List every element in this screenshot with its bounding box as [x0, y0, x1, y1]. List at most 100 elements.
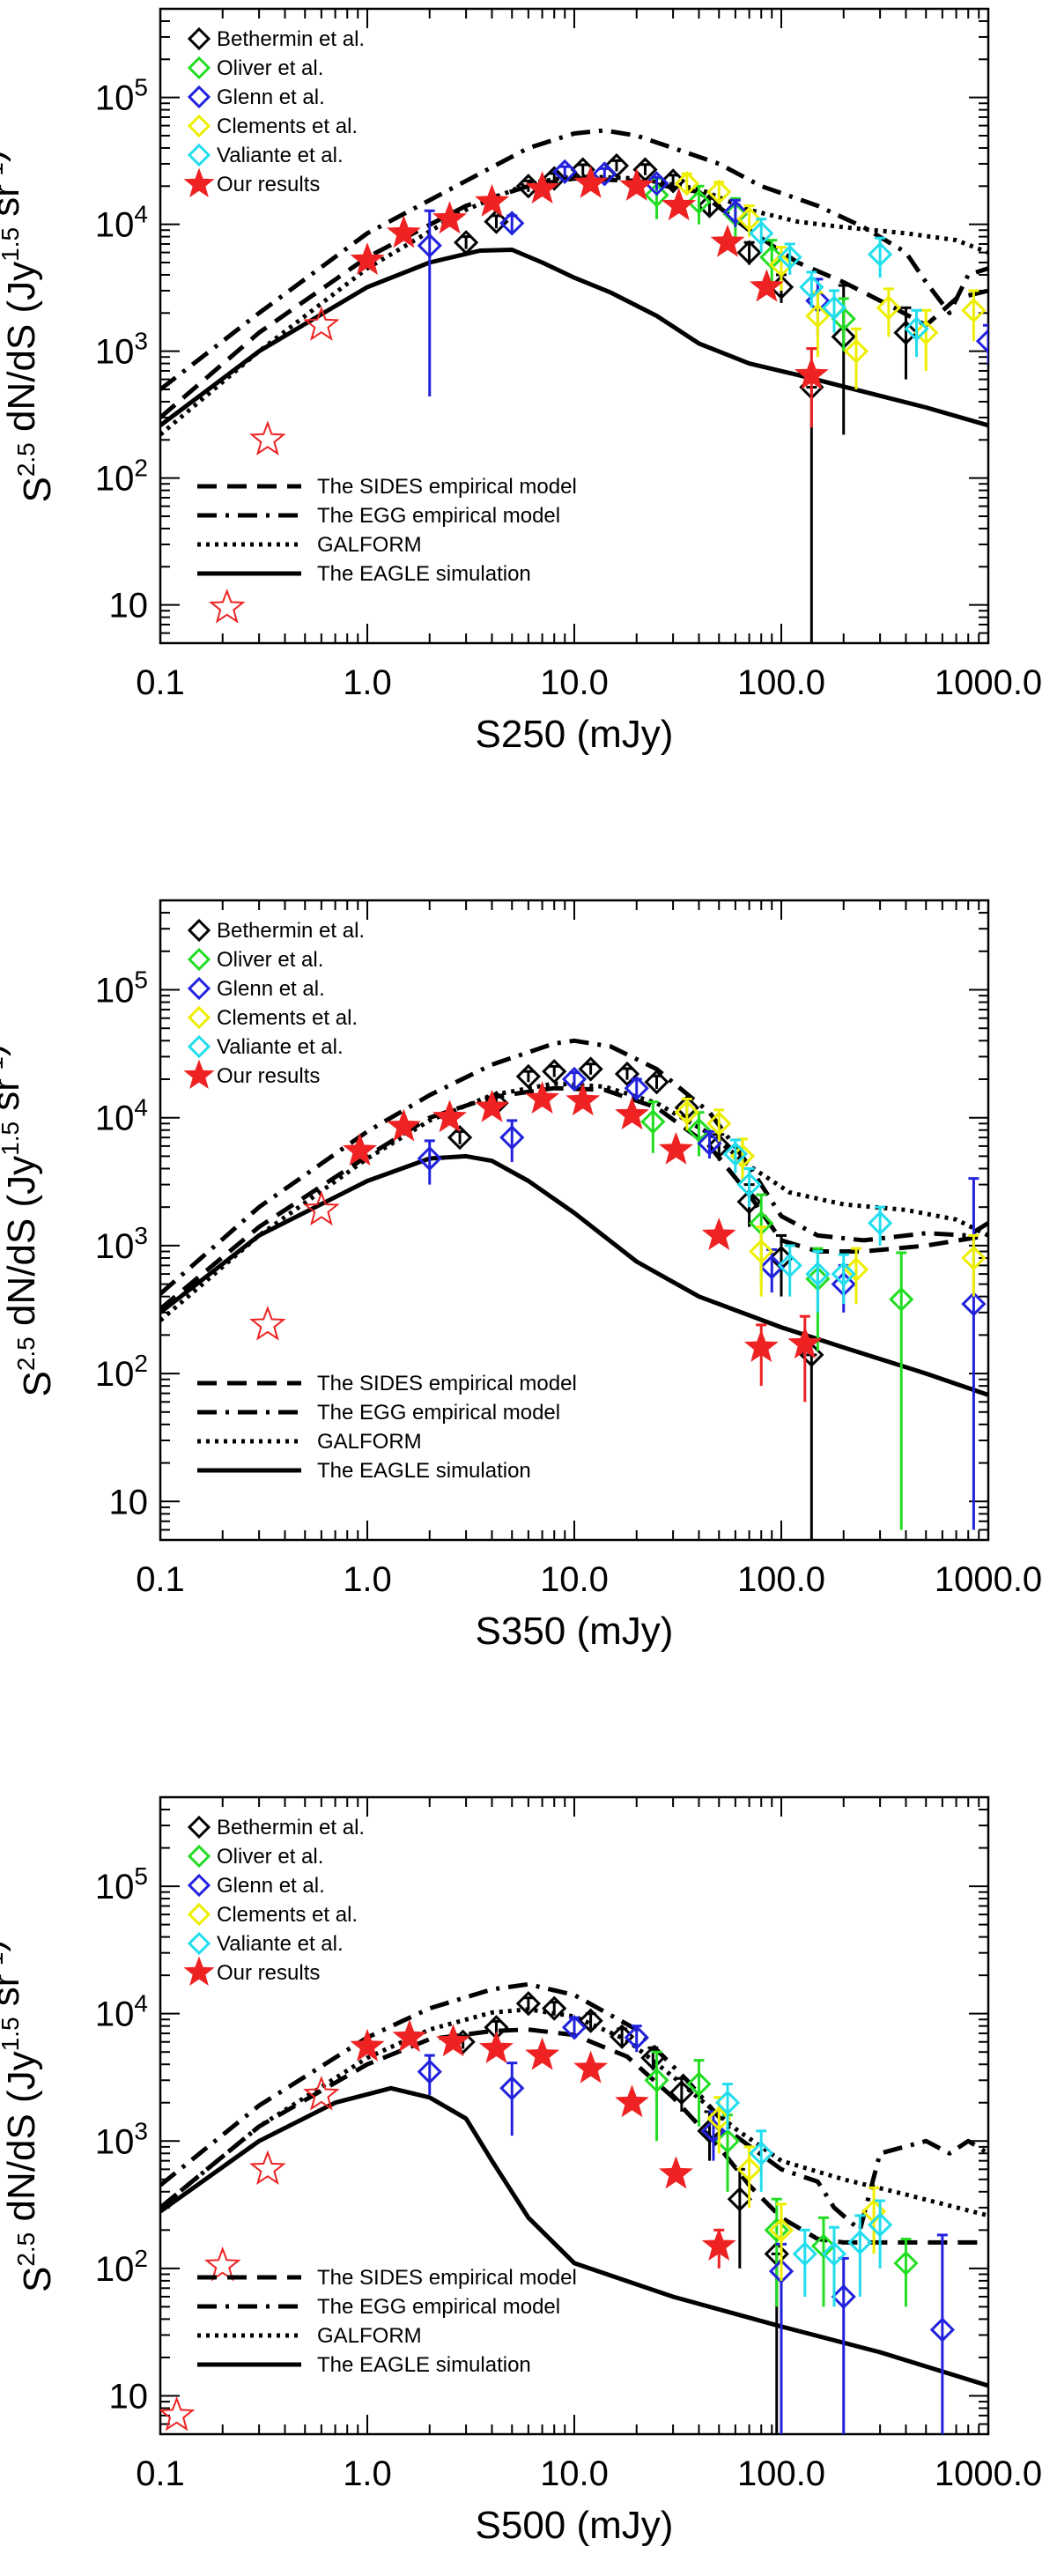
- legend-marker: [183, 167, 215, 197]
- our-results-point: [432, 201, 467, 234]
- glenn-et-al-point: [417, 2059, 442, 2084]
- chart-panel-3: 0.1 1.0 10.0 100.0 1000.0 10 102 103 104 105 S500 …: [0, 1795, 1042, 2547]
- valiante-et-al-point: [722, 1141, 748, 1167]
- glenn-et-al-point: [561, 2015, 588, 2040]
- x-tick-label: 10.0: [540, 1560, 609, 1599]
- y-axis-label: S2.5 dN/dS (Jy1.5 sr-1): [0, 1939, 59, 2292]
- glenn-et-al-point: [759, 1255, 785, 1280]
- glenn-et-al-point: [624, 1076, 649, 1101]
- legend-marker: [187, 114, 211, 138]
- bethermin-et-al-point: [603, 152, 630, 179]
- glenn-et-al-point: [561, 1066, 588, 1092]
- x-tick-label: 100.0: [737, 2454, 825, 2493]
- glenn-et-al-point: [961, 1291, 987, 1317]
- y-tick-label: 102: [95, 1350, 148, 1394]
- our-results-point: [525, 1081, 560, 1114]
- oliver-et-al-point: [644, 182, 669, 208]
- our-results-point: [392, 2019, 427, 2053]
- legend-line-label: The EAGLE simulation: [317, 1459, 531, 1483]
- bethermin-et-al-point: [640, 2045, 666, 2070]
- y-axis-label: S2.5 dN/dS (Jy1.5 sr-1): [0, 149, 59, 502]
- eagle-model-line: [160, 248, 988, 428]
- clements-et-al-point: [736, 206, 762, 232]
- valiante-et-al-point: [821, 295, 847, 321]
- valiante-et-al-point: [777, 244, 802, 270]
- legend-label: Valiante et al.: [217, 1035, 344, 1059]
- bethermin-et-al-point: [515, 174, 541, 199]
- glenn-et-al-point: [499, 1125, 525, 1151]
- our-results-point: [619, 167, 654, 201]
- glenn-et-al-point: [768, 2258, 795, 2284]
- chart-panel-1: 0.1 1.0 10.0 100.0 1000.0 10 102 103 104 105 S250 …: [0, 7, 1042, 756]
- our-results-point: [343, 1132, 377, 1166]
- bethermin-et-al-point: [736, 1189, 762, 1215]
- valiante-et-al-point: [792, 2241, 817, 2267]
- oliver-et-al-point: [889, 1286, 914, 1313]
- x-axis-label: S500 (mJy): [476, 2504, 674, 2547]
- bethermin-et-al-point: [515, 1991, 541, 2017]
- legend-line-label: The SIDES empirical model: [317, 2266, 577, 2290]
- valiante-et-al-point: [831, 1261, 856, 1287]
- glenn-et-al-point: [722, 199, 748, 225]
- x-tick-label: 10.0: [540, 2454, 609, 2493]
- our-results-point: [249, 1306, 286, 1341]
- clements-et-al-point: [706, 2106, 732, 2131]
- clements-et-al-point: [768, 252, 795, 278]
- legend-line-label: The SIDES empirical model: [317, 1372, 577, 1395]
- bethermin-et-al-point: [644, 1070, 669, 1095]
- x-tick-label: 100.0: [737, 663, 825, 702]
- valiante-et-al-point: [904, 316, 929, 342]
- clements-et-al-point: [706, 1111, 732, 1136]
- our-results-point: [208, 588, 246, 624]
- data-area: [160, 1038, 988, 1540]
- oliver-et-al-point: [686, 1117, 712, 1143]
- bethermin-et-al-point: [578, 2008, 603, 2033]
- bethermin-et-al-point: [697, 193, 722, 218]
- valiante-et-al-point: [805, 1261, 831, 1287]
- our-results-point: [475, 183, 509, 217]
- bethermin-et-al-point: [454, 230, 479, 255]
- legend-label: Clements et al.: [217, 115, 358, 138]
- clements-et-al-point: [961, 298, 987, 323]
- clements-et-al-point: [674, 1099, 699, 1125]
- bethermin-et-al-point: [484, 209, 509, 234]
- bethermin-et-al-point: [542, 166, 567, 191]
- legend-marker: [187, 1902, 211, 1927]
- our-results-point: [479, 2031, 514, 2064]
- x-tick-label: 0.1: [136, 2454, 185, 2493]
- bethermin-et-al-point: [542, 1995, 567, 2021]
- valiante-et-al-point: [868, 1210, 893, 1236]
- our-results-point: [573, 2050, 609, 2084]
- y-tick-label: 104: [95, 201, 148, 245]
- valiante-et-al-point: [868, 2212, 893, 2238]
- legend-label: Valiante et al.: [217, 1932, 344, 1956]
- oliver-et-al-point: [764, 2217, 789, 2243]
- our-results-point: [701, 1217, 736, 1250]
- legend-line-label: The EAGLE simulation: [317, 562, 531, 586]
- legend-marker: [187, 1931, 211, 1956]
- oliver-et-al-point: [644, 2068, 669, 2093]
- legend-line-label: GALFORM: [317, 533, 422, 557]
- our-results-point: [659, 1131, 693, 1165]
- our-results-point: [525, 2037, 560, 2070]
- glenn-et-al-point: [592, 161, 617, 187]
- legend-marker: [187, 26, 211, 51]
- clements-et-al-point: [749, 1239, 774, 1264]
- y-tick-label: 103: [95, 1222, 148, 1266]
- our-results-point: [662, 188, 697, 221]
- valiante-et-al-point: [714, 2090, 741, 2115]
- our-results-point: [350, 2028, 385, 2062]
- glenn-et-al-point: [644, 171, 669, 196]
- legend-line-label: GALFORM: [317, 2324, 422, 2348]
- glenn-et-al-point: [697, 1130, 722, 1156]
- legend-label: Glenn et al.: [217, 977, 325, 1001]
- bethermin-et-al-point: [542, 1059, 567, 1084]
- data-area: [160, 128, 988, 643]
- legend-label: Glenn et al.: [217, 1874, 325, 1898]
- bethermin-et-al-point: [578, 1056, 603, 1082]
- legend-line-label: The SIDES empirical model: [317, 475, 577, 499]
- our-results-point: [749, 269, 784, 302]
- oliver-et-al-point: [686, 189, 712, 215]
- oliver-et-al-point: [714, 2128, 741, 2154]
